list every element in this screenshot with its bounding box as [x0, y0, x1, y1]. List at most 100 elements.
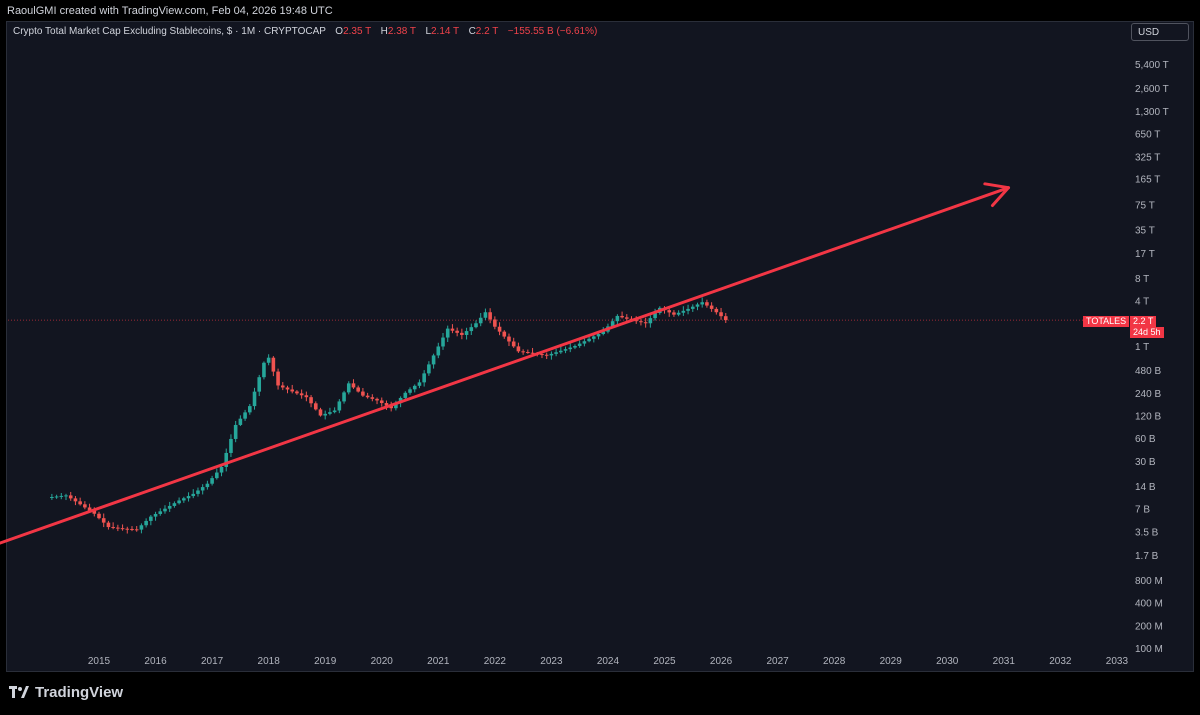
- candle-body: [544, 354, 549, 356]
- candle-body: [257, 377, 262, 392]
- tradingview-logo[interactable]: TradingView: [9, 681, 123, 703]
- candle-body: [526, 352, 530, 354]
- candle-body: [54, 496, 59, 498]
- candle-body: [200, 487, 205, 491]
- symbol-price-tag: TOTALES: [1083, 316, 1130, 327]
- candle-body: [601, 331, 606, 335]
- candle-body: [191, 493, 196, 497]
- candle-body: [554, 352, 558, 354]
- candle-body: [182, 498, 186, 501]
- symbol-title: Crypto Total Market Cap Excluding Stable…: [13, 26, 326, 37]
- candle-body: [365, 395, 370, 398]
- candle-body: [323, 413, 327, 416]
- x-tick-label: 2027: [766, 656, 789, 667]
- candle-body: [653, 312, 657, 319]
- candle-body: [328, 412, 332, 414]
- candle-body: [497, 326, 502, 332]
- time-axis[interactable]: 2015 2016 2017 2018 2019 2020 2021 2022 2023 2024…: [88, 656, 1129, 667]
- candle-body: [441, 337, 445, 347]
- candle-body: [596, 334, 601, 337]
- candle-body: [582, 341, 587, 344]
- candle-body: [229, 438, 233, 453]
- candle-body: [625, 317, 629, 319]
- candle-body: [436, 346, 441, 356]
- y-tick-label: 100 M: [1135, 644, 1163, 655]
- candle-body: [709, 305, 714, 309]
- candle-body: [78, 501, 82, 505]
- candle-body: [106, 522, 111, 528]
- close-label: C: [468, 26, 476, 37]
- chart-legend: Crypto Total Market Cap Excluding Stable…: [13, 26, 597, 37]
- x-tick-label: 2023: [540, 656, 563, 667]
- x-tick-label: 2019: [314, 656, 337, 667]
- y-tick-label: 5,400 T: [1135, 60, 1169, 71]
- candle-body: [521, 351, 525, 353]
- close-value: 2.2 T: [475, 26, 499, 37]
- candle-body: [502, 331, 507, 337]
- chart-pane[interactable]: [6, 21, 1194, 672]
- candle-body: [389, 405, 393, 409]
- trendline[interactable]: [0, 186, 1011, 547]
- tradingview-wordmark: TradingView: [35, 683, 124, 701]
- candle-body: [700, 302, 704, 305]
- y-tick-label: 30 B: [1135, 457, 1156, 468]
- candle-body: [427, 364, 431, 374]
- candle-body: [351, 383, 356, 388]
- currency-button[interactable]: USD: [1131, 23, 1189, 41]
- candle-body: [620, 315, 624, 318]
- candle-body: [290, 389, 295, 392]
- candle-body: [577, 343, 582, 346]
- candle-body: [167, 505, 172, 509]
- candle-body: [511, 341, 516, 347]
- candle-body: [559, 350, 563, 353]
- candle-body: [403, 392, 408, 398]
- candle-body: [280, 385, 285, 388]
- candle-body: [271, 357, 276, 372]
- candle-body: [248, 406, 252, 413]
- y-tick-label: 14 B: [1135, 482, 1156, 493]
- candle-body: [483, 312, 488, 318]
- candle-body: [130, 529, 134, 531]
- trendline-layer: [0, 182, 1011, 547]
- candle-body: [615, 315, 620, 322]
- x-tick-label: 2029: [880, 656, 903, 667]
- candle-body: [417, 382, 422, 386]
- candle-body: [266, 357, 271, 363]
- x-tick-label: 2024: [597, 656, 620, 667]
- candle-body: [177, 500, 181, 504]
- candle-body: [568, 347, 573, 350]
- candle-body: [686, 308, 690, 311]
- y-tick-label: 75 T: [1135, 200, 1155, 211]
- candle-body: [299, 393, 304, 396]
- y-tick-label: 200 M: [1135, 621, 1163, 632]
- candle-body: [116, 527, 120, 529]
- candle-body: [540, 354, 544, 356]
- candle-body: [97, 513, 101, 519]
- candle-body: [714, 308, 719, 313]
- candle-body: [375, 398, 379, 401]
- candle-body: [205, 483, 210, 488]
- candle-body: [144, 520, 148, 526]
- high-value: 2.38 T: [387, 26, 416, 37]
- x-tick-label: 2017: [201, 656, 224, 667]
- y-tick-label: 165 T: [1135, 175, 1160, 186]
- candle-body: [493, 319, 497, 327]
- x-tick-label: 2032: [1049, 656, 1072, 667]
- candle-body: [488, 312, 492, 320]
- x-tick-label: 2022: [484, 656, 507, 667]
- candle-body: [394, 403, 398, 409]
- y-tick-label: 2,600 T: [1135, 84, 1169, 95]
- x-tick-label: 2018: [258, 656, 281, 667]
- y-tick-label: 120 B: [1135, 412, 1161, 423]
- candle-body: [252, 391, 257, 407]
- candle-body: [719, 312, 723, 317]
- candle-body: [158, 511, 163, 514]
- candle-body: [186, 496, 191, 499]
- candle-body: [460, 332, 464, 335]
- price-axis[interactable]: 5,400 T 2,600 T 1,300 T 650 T 325 T 165 T 75 T…: [1135, 60, 1169, 655]
- candle-body: [648, 318, 653, 324]
- candle-body: [681, 310, 686, 313]
- candle-body: [139, 525, 144, 530]
- candle-body: [431, 355, 436, 365]
